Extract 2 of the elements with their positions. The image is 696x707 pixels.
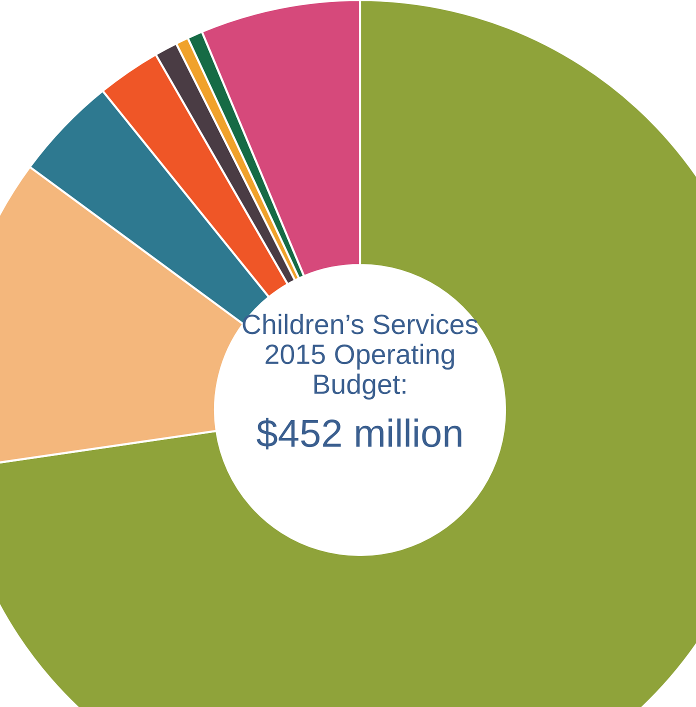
text: Children’s Services 2015 Operating Budget: xyxy=(242,314,478,400)
text: $452 million xyxy=(256,418,462,450)
